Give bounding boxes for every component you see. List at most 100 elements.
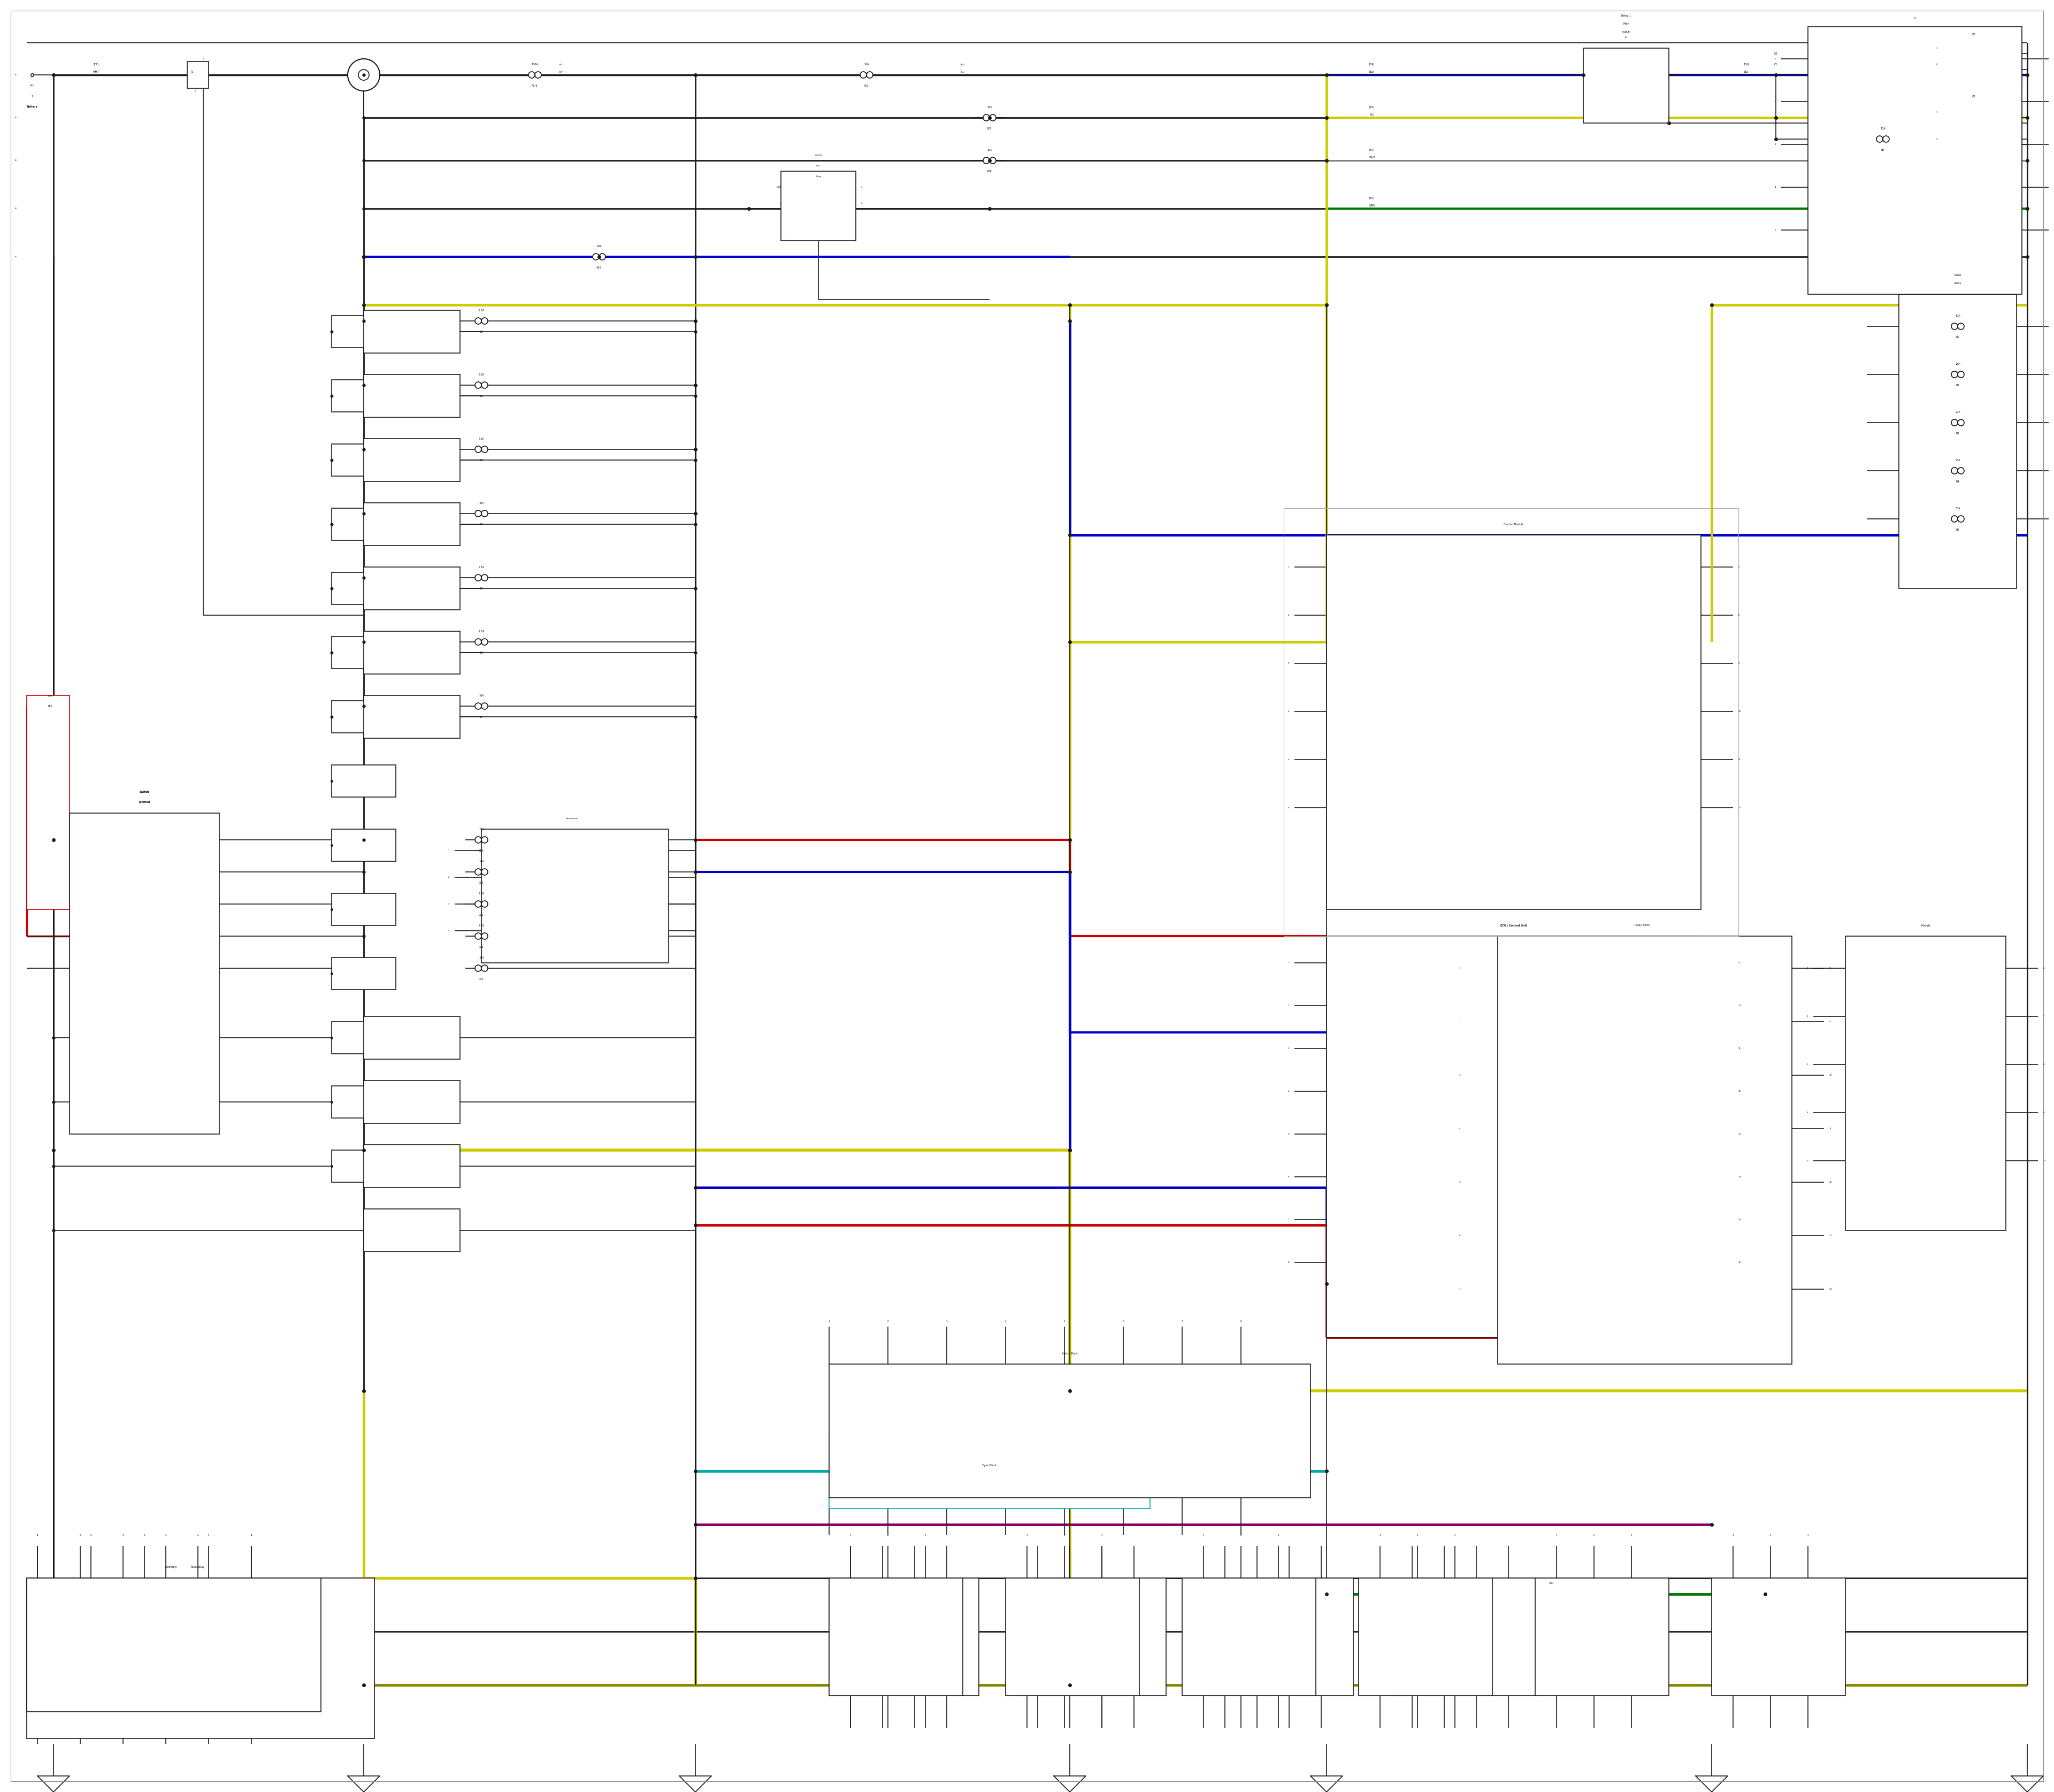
- Circle shape: [481, 317, 489, 324]
- Text: Cyan Block: Cyan Block: [982, 1464, 996, 1468]
- Text: GRN: GRN: [1370, 204, 1374, 208]
- Text: L5: L5: [1625, 36, 1627, 38]
- Text: Panel: Panel: [1953, 274, 1962, 276]
- Text: A16: A16: [596, 267, 602, 269]
- Circle shape: [1957, 419, 1964, 426]
- Bar: [830, 1434, 1150, 1509]
- Text: A21: A21: [865, 84, 869, 88]
- Text: 7.5A: 7.5A: [479, 308, 485, 312]
- Circle shape: [474, 837, 481, 842]
- Text: BLU: BLU: [1370, 72, 1374, 73]
- Bar: [1711, 1579, 1844, 1695]
- Text: R5: R5: [1955, 529, 1960, 530]
- Text: 12: 12: [1738, 806, 1742, 808]
- Text: 15A: 15A: [1955, 362, 1960, 366]
- Circle shape: [481, 638, 489, 645]
- Bar: [364, 631, 460, 674]
- Circle shape: [1951, 468, 1957, 473]
- Bar: [1327, 935, 1701, 1337]
- Text: 13: 13: [1738, 1133, 1742, 1134]
- Text: C6: C6: [481, 650, 483, 654]
- Circle shape: [481, 511, 489, 516]
- Bar: [1497, 935, 1791, 1364]
- Bar: [1358, 1579, 1493, 1695]
- Text: 14: 14: [1830, 1288, 1832, 1290]
- Text: R2: R2: [1955, 383, 1960, 387]
- Circle shape: [481, 966, 489, 971]
- Bar: [1808, 27, 2021, 294]
- Circle shape: [984, 115, 990, 120]
- Text: Assembly: Assembly: [164, 1566, 177, 1568]
- Text: 10A: 10A: [479, 957, 485, 959]
- Bar: [364, 1016, 460, 1059]
- Circle shape: [528, 72, 534, 79]
- Text: 10A: 10A: [988, 149, 992, 151]
- Text: B2: B2: [1881, 149, 1886, 151]
- Bar: [1327, 536, 1701, 909]
- Text: 15A: 15A: [988, 106, 992, 108]
- Bar: [364, 1210, 460, 1253]
- Bar: [187, 61, 210, 88]
- Text: [E4]: [E4]: [1370, 149, 1374, 151]
- Bar: [364, 375, 460, 418]
- Bar: [1927, 43, 2021, 86]
- Bar: [1204, 1579, 1354, 1695]
- Text: BLU: BLU: [961, 72, 965, 73]
- Text: 11: 11: [1738, 1047, 1742, 1050]
- Bar: [70, 814, 220, 1134]
- Bar: [331, 572, 396, 604]
- Circle shape: [1951, 419, 1957, 426]
- Text: BLU: BLU: [1744, 72, 1748, 73]
- Bar: [364, 1081, 460, 1124]
- Bar: [27, 1579, 374, 1738]
- Text: C7: C7: [481, 715, 483, 719]
- Bar: [1183, 1579, 1317, 1695]
- Text: A22: A22: [988, 127, 992, 129]
- Text: Switch: Switch: [140, 790, 150, 794]
- Text: (+): (+): [31, 84, 35, 88]
- Circle shape: [481, 837, 489, 842]
- Bar: [331, 1086, 396, 1118]
- Text: 12: 12: [1830, 1181, 1832, 1183]
- Circle shape: [481, 934, 489, 939]
- Circle shape: [984, 158, 990, 163]
- Text: Component: Component: [567, 817, 579, 819]
- Circle shape: [474, 638, 481, 645]
- Text: Fuse/Relay: Fuse/Relay: [191, 1566, 205, 1568]
- Text: 15: 15: [1738, 1219, 1742, 1220]
- Text: [E1]: [E1]: [559, 63, 565, 65]
- Text: A29: A29: [988, 170, 992, 172]
- Text: [E4]: [E4]: [1370, 106, 1374, 108]
- Text: C0: C0: [1775, 52, 1777, 56]
- Text: 10: 10: [1738, 710, 1742, 713]
- Text: R3: R3: [1955, 432, 1960, 435]
- Text: 14: 14: [1738, 1176, 1742, 1177]
- Text: Relay 1: Relay 1: [1621, 14, 1631, 18]
- Text: C4: C4: [481, 523, 483, 525]
- Text: Switch Bank: Switch Bank: [1062, 1351, 1078, 1355]
- Text: R4: R4: [1955, 480, 1960, 482]
- Bar: [364, 636, 427, 668]
- Circle shape: [600, 253, 606, 260]
- Text: [E4]: [E4]: [1370, 63, 1374, 66]
- Text: C2: C2: [481, 330, 483, 333]
- Circle shape: [1957, 468, 1964, 473]
- Text: [E1]: [E1]: [94, 63, 99, 66]
- Bar: [331, 1150, 396, 1183]
- Circle shape: [481, 901, 489, 907]
- Text: GRN: GRN: [1549, 1582, 1553, 1584]
- Text: 10A: 10A: [479, 860, 485, 862]
- Circle shape: [474, 702, 481, 710]
- Bar: [781, 172, 857, 240]
- Bar: [364, 380, 427, 412]
- Bar: [364, 701, 427, 733]
- Text: [E4]: [E4]: [1744, 63, 1750, 66]
- Bar: [1391, 1579, 1540, 1695]
- Text: C14: C14: [479, 978, 485, 980]
- Circle shape: [867, 72, 873, 79]
- Bar: [1284, 509, 1738, 935]
- Text: WHT: WHT: [1370, 156, 1376, 159]
- Bar: [1844, 935, 2007, 1231]
- Text: 7.5A: 7.5A: [479, 437, 485, 441]
- Text: C5: C5: [481, 588, 483, 590]
